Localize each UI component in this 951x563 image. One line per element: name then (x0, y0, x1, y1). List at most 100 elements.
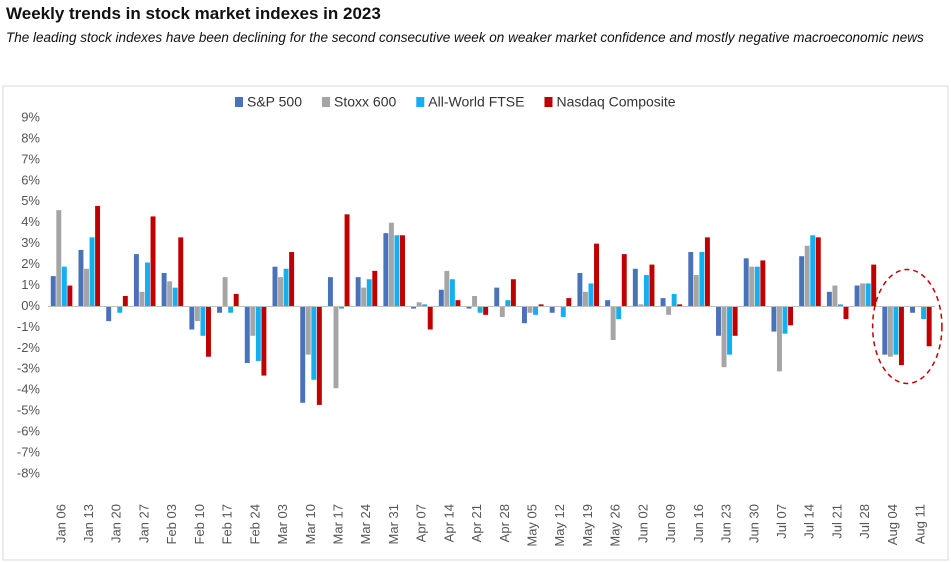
bar (671, 293, 677, 307)
bar (699, 252, 705, 307)
bar (621, 254, 627, 307)
x-tick-label: Jan 27 (136, 504, 151, 543)
x-tick-label: Jun 02 (635, 504, 650, 543)
bar (616, 306, 622, 320)
y-tick-label: 9% (21, 109, 40, 124)
bar (910, 306, 915, 313)
x-tick-label: Apr 21 (469, 504, 484, 542)
bar (189, 306, 195, 330)
bar (815, 237, 821, 307)
y-tick-label: 4% (21, 214, 40, 229)
x-tick-label: Jun 16 (691, 504, 706, 543)
bar (205, 306, 211, 357)
x-tick-label: Feb 17 (220, 504, 235, 544)
x-tick-label: Apr 28 (497, 504, 512, 542)
bar (133, 254, 139, 307)
x-tick-label: Jan 20 (109, 504, 124, 543)
bar (505, 300, 511, 307)
bar (178, 237, 184, 307)
bar (594, 243, 600, 307)
bar (677, 304, 683, 307)
x-tick-label: Aug 04 (885, 504, 900, 545)
highlight-ellipse (871, 268, 943, 385)
legend-swatch (544, 97, 553, 107)
bar (383, 233, 389, 307)
bar (577, 272, 583, 307)
bar (78, 249, 84, 307)
bar (344, 214, 350, 307)
bar (527, 306, 533, 313)
bar (499, 306, 505, 317)
y-tick-label: -2% (17, 340, 41, 355)
bar (388, 222, 394, 307)
y-tick-label: 5% (21, 193, 40, 208)
y-tick-label: 6% (21, 172, 40, 187)
bar (250, 306, 256, 336)
bar (194, 306, 200, 322)
bar (422, 304, 428, 307)
y-tick-label: -4% (17, 382, 41, 397)
bar (771, 306, 777, 332)
x-tick-label: Jul 14 (802, 504, 817, 539)
bar (777, 306, 782, 372)
x-tick-label: Apr 14 (441, 504, 456, 542)
bar (804, 245, 810, 307)
legend-swatch (235, 97, 243, 107)
bar (749, 266, 755, 307)
bar (150, 216, 156, 307)
bar (494, 287, 500, 307)
bar (510, 279, 516, 307)
bar (521, 306, 527, 324)
bar (832, 285, 838, 307)
bar (632, 268, 638, 307)
bar (416, 302, 422, 307)
bar (688, 252, 694, 307)
bar (887, 306, 893, 357)
bar (472, 296, 478, 307)
bar (860, 283, 866, 307)
bar (283, 268, 289, 307)
x-tick-label: Apr 07 (414, 504, 429, 542)
bar (760, 260, 766, 307)
legend-swatch (322, 97, 331, 107)
bar (333, 306, 339, 389)
bar (704, 237, 710, 307)
x-tick-label: Feb 10 (192, 504, 207, 544)
bar (372, 270, 378, 307)
y-tick-label: -5% (17, 403, 41, 418)
x-tick-label: Jul 21 (829, 504, 844, 539)
bar (843, 306, 849, 320)
y-tick-label: 7% (21, 151, 40, 166)
bar (533, 306, 539, 315)
bar (716, 306, 721, 336)
bar (394, 235, 400, 307)
bar (305, 306, 311, 355)
bar (732, 306, 738, 336)
bar (122, 296, 128, 307)
bar (161, 272, 167, 307)
bar (222, 277, 228, 307)
bar (411, 306, 417, 309)
y-tick-label: -6% (17, 424, 41, 439)
y-tick-label: -8% (17, 465, 41, 480)
bar (172, 287, 178, 307)
bar (272, 266, 278, 307)
x-tick-label: Mar 03 (275, 504, 290, 544)
x-tick-label: Jun 09 (663, 504, 678, 543)
x-tick-label: Feb 03 (164, 504, 179, 544)
bar (826, 291, 832, 307)
bar (289, 252, 295, 307)
bar (167, 281, 173, 307)
legend-label: S&P 500 (247, 94, 302, 110)
x-tick-label: May 19 (580, 504, 595, 547)
bar (355, 277, 361, 307)
bar (139, 291, 145, 307)
bar (61, 266, 67, 307)
bar (921, 306, 927, 320)
x-tick-label: Jul 28 (857, 504, 872, 539)
y-tick-label: 8% (21, 130, 40, 145)
bar (466, 306, 472, 309)
y-tick-label: 0% (21, 298, 40, 313)
